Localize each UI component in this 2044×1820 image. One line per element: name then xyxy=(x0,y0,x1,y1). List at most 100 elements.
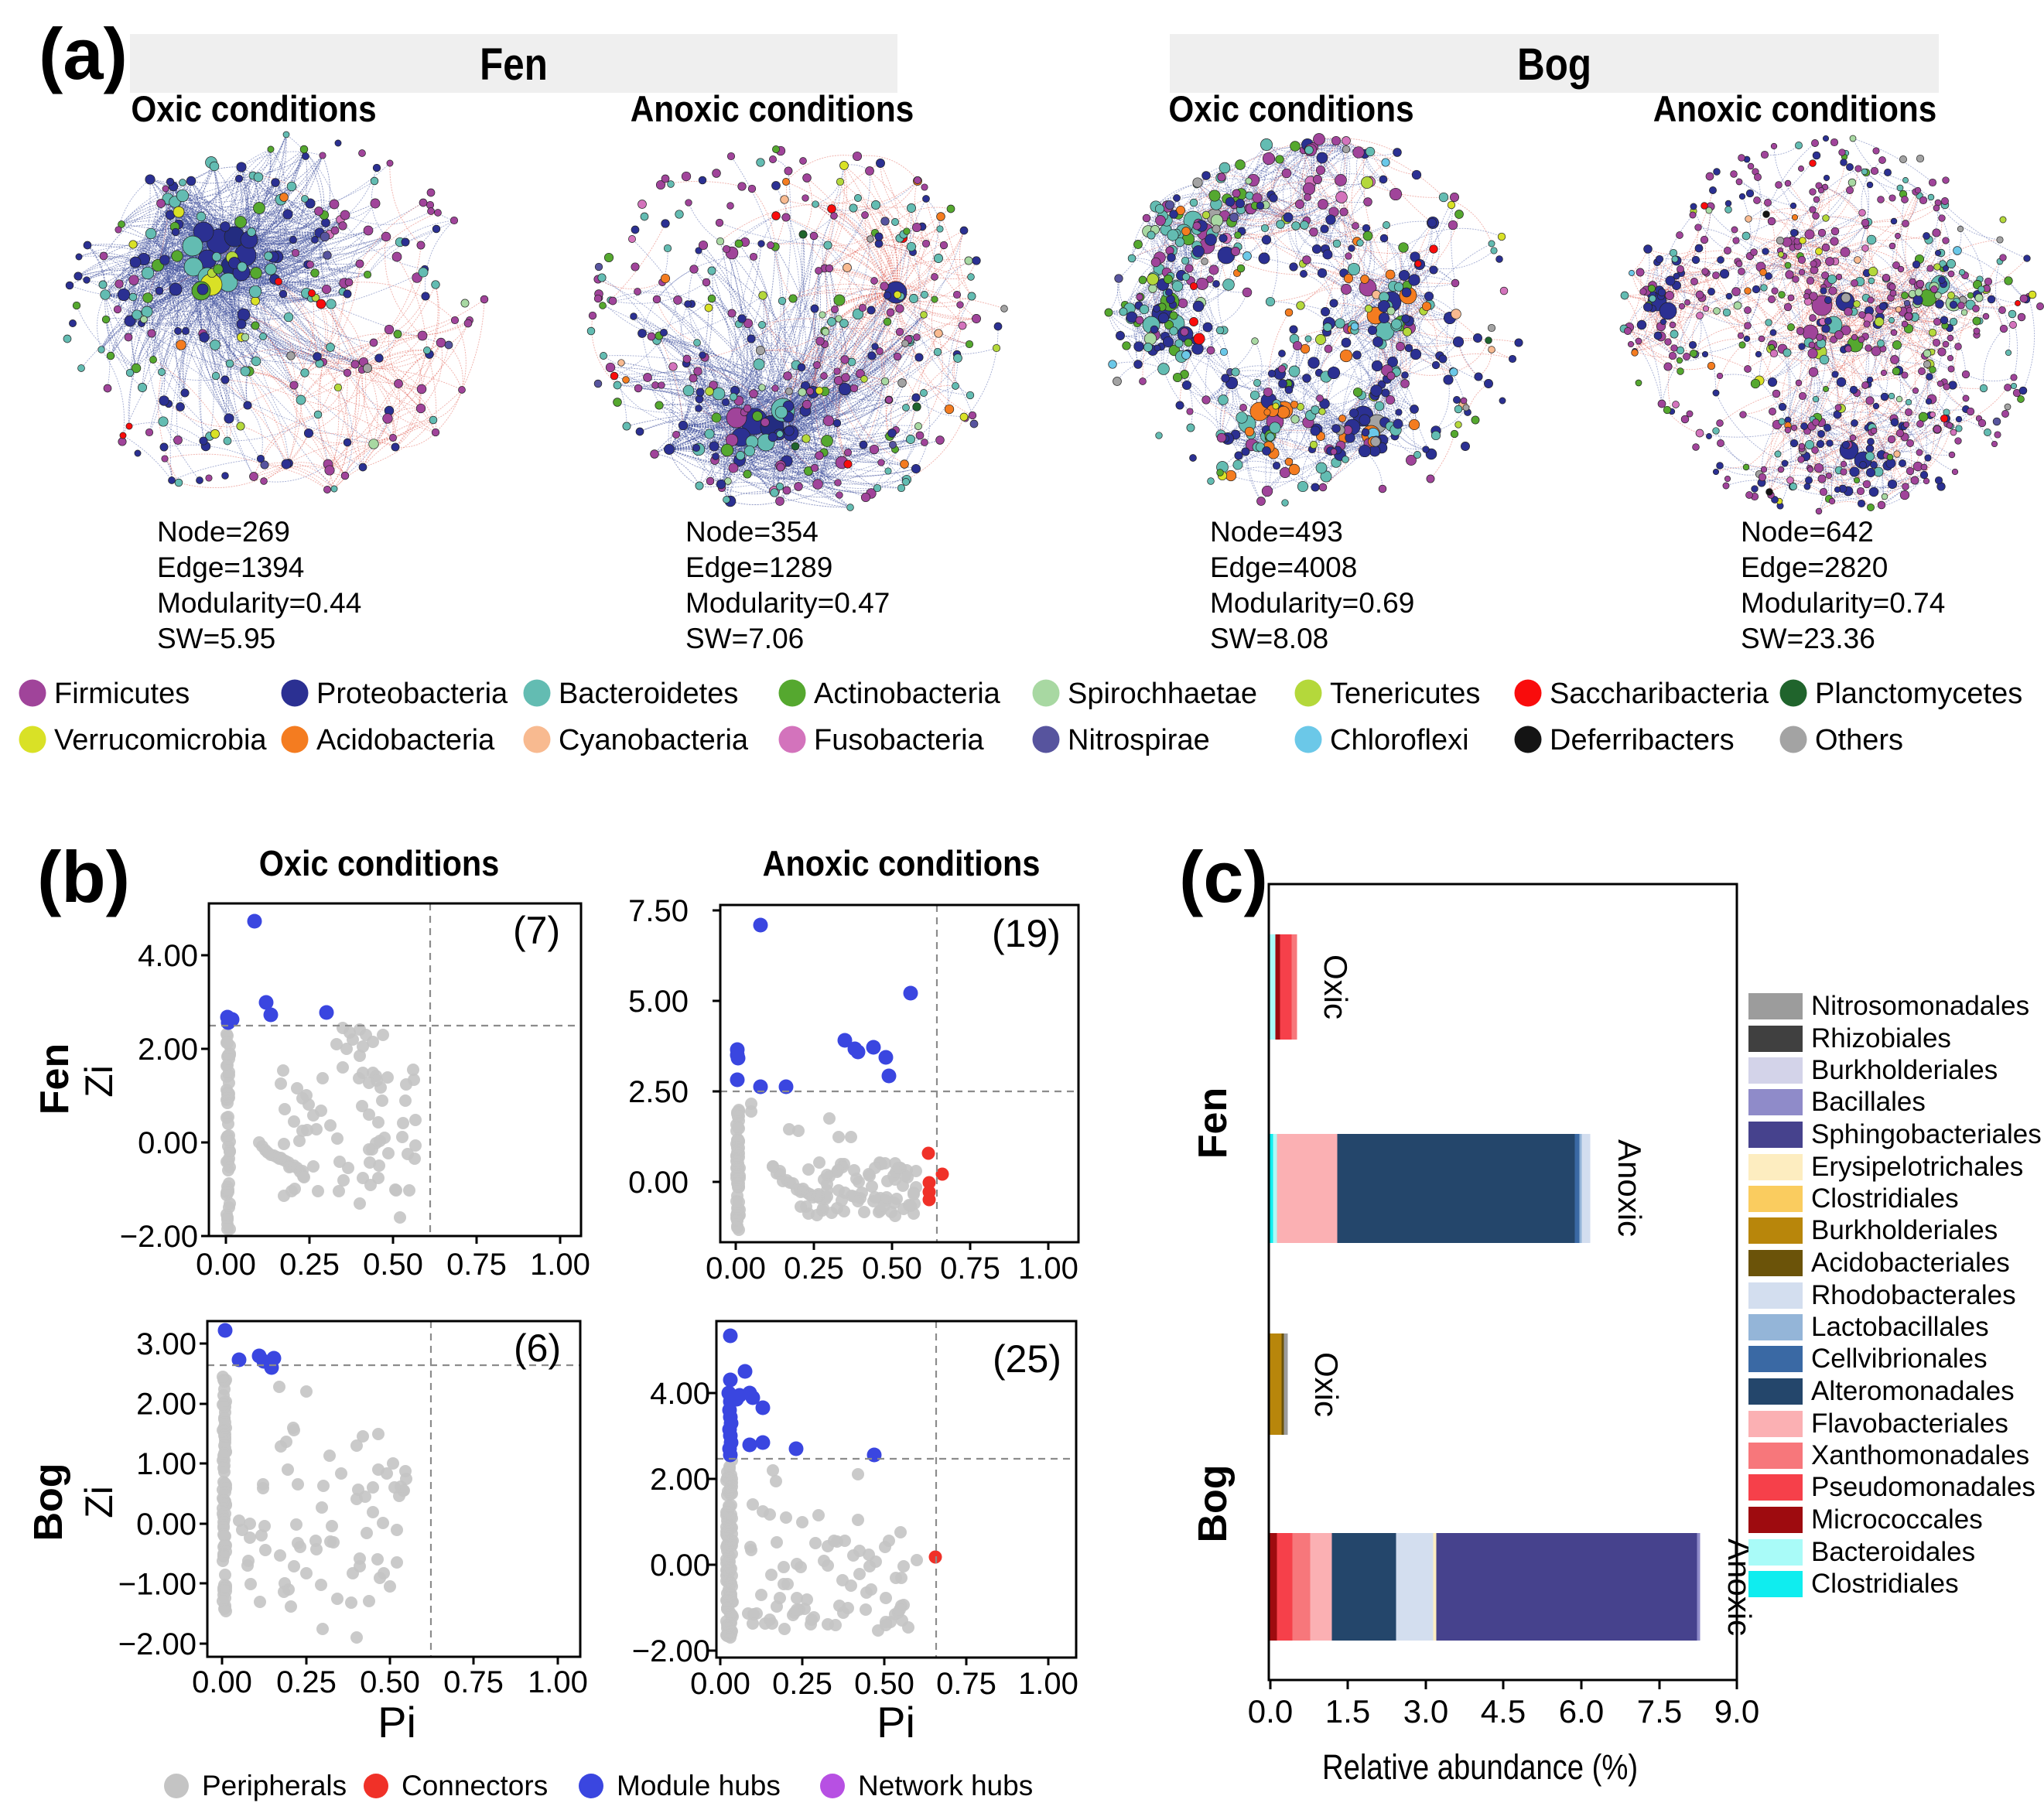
svg-text:0.75: 0.75 xyxy=(446,1248,507,1282)
svg-text:Edge=2820: Edge=2820 xyxy=(1741,551,1888,583)
svg-text:Rhodobacterales: Rhodobacterales xyxy=(1811,1280,2016,1310)
svg-text:(19): (19) xyxy=(992,912,1061,955)
svg-text:Fen: Fen xyxy=(1191,1088,1236,1159)
svg-text:Node=269: Node=269 xyxy=(157,516,290,548)
svg-text:Bacteroidales: Bacteroidales xyxy=(1811,1537,1975,1567)
svg-text:Deferribacters: Deferribacters xyxy=(1550,724,1735,756)
svg-text:Lactobacillales: Lactobacillales xyxy=(1811,1312,1989,1342)
svg-text:0.75: 0.75 xyxy=(940,1251,1000,1286)
svg-text:0.00: 0.00 xyxy=(136,1508,197,1542)
svg-text:Modularity=0.44: Modularity=0.44 xyxy=(157,587,361,619)
svg-text:Actinobacteria: Actinobacteria xyxy=(814,678,1001,710)
svg-text:(6): (6) xyxy=(514,1327,561,1370)
svg-text:Anoxic: Anoxic xyxy=(1612,1139,1648,1237)
svg-text:0.75: 0.75 xyxy=(936,1667,996,1701)
svg-text:4.00: 4.00 xyxy=(650,1377,710,1411)
svg-text:Cyanobacteria: Cyanobacteria xyxy=(559,724,749,756)
svg-text:1.00: 1.00 xyxy=(1018,1251,1078,1286)
svg-text:Edge=1394: Edge=1394 xyxy=(157,551,304,583)
svg-text:Oxic: Oxic xyxy=(1308,1352,1345,1417)
svg-text:2.50: 2.50 xyxy=(628,1075,689,1109)
svg-text:0.75: 0.75 xyxy=(443,1665,504,1699)
svg-text:Micrococcales: Micrococcales xyxy=(1811,1504,1983,1535)
svg-text:Cellvibrionales: Cellvibrionales xyxy=(1811,1344,1988,1374)
svg-text:Anoxic conditions: Anoxic conditions xyxy=(763,844,1041,884)
svg-text:0.00: 0.00 xyxy=(192,1665,252,1699)
svg-text:Planctomycetes: Planctomycetes xyxy=(1815,678,2022,710)
svg-text:−2.00: −2.00 xyxy=(120,1220,198,1254)
svg-text:SW=7.06: SW=7.06 xyxy=(685,623,804,654)
svg-text:Pseudomonadales: Pseudomonadales xyxy=(1811,1472,2035,1502)
svg-text:Others: Others xyxy=(1815,724,1903,756)
svg-text:0.50: 0.50 xyxy=(854,1667,914,1701)
svg-text:Firmicutes: Firmicutes xyxy=(54,678,190,710)
svg-text:Rhizobiales: Rhizobiales xyxy=(1811,1023,1951,1053)
svg-text:0.25: 0.25 xyxy=(279,1248,340,1282)
svg-text:0.00: 0.00 xyxy=(196,1248,256,1282)
svg-text:Verrucomicrobia: Verrucomicrobia xyxy=(54,724,267,756)
svg-text:0.00: 0.00 xyxy=(138,1126,198,1160)
svg-text:(c): (c) xyxy=(1179,836,1268,917)
svg-text:Modularity=0.69: Modularity=0.69 xyxy=(1210,587,1414,619)
svg-text:Edge=1289: Edge=1289 xyxy=(685,551,832,583)
svg-text:Node=493: Node=493 xyxy=(1210,516,1343,548)
svg-text:Anoxic conditions: Anoxic conditions xyxy=(1653,90,1937,130)
svg-text:Modularity=0.47: Modularity=0.47 xyxy=(685,587,890,619)
svg-text:Clostridiales: Clostridiales xyxy=(1811,1569,1959,1599)
svg-text:Oxic conditions: Oxic conditions xyxy=(1168,90,1413,130)
svg-text:0.25: 0.25 xyxy=(276,1665,337,1699)
svg-text:Proteobacteria: Proteobacteria xyxy=(316,678,508,710)
svg-text:−2.00: −2.00 xyxy=(632,1634,710,1668)
svg-text:Zi: Zi xyxy=(77,1486,121,1518)
svg-text:Sphingobacteriales: Sphingobacteriales xyxy=(1811,1119,2042,1149)
svg-text:Burkholderiales: Burkholderiales xyxy=(1811,1215,1998,1245)
svg-text:Bog: Bog xyxy=(26,1463,71,1541)
svg-text:Relative abundance (%): Relative abundance (%) xyxy=(1322,1747,1638,1787)
svg-text:Bacteroidetes: Bacteroidetes xyxy=(559,678,738,710)
svg-text:(25): (25) xyxy=(993,1337,1061,1381)
svg-text:Edge=4008: Edge=4008 xyxy=(1210,551,1357,583)
svg-text:0.50: 0.50 xyxy=(363,1248,423,1282)
svg-text:1.00: 1.00 xyxy=(136,1447,197,1481)
svg-text:SW=8.08: SW=8.08 xyxy=(1210,623,1328,654)
svg-text:3.0: 3.0 xyxy=(1403,1693,1448,1730)
svg-text:Fen: Fen xyxy=(32,1043,77,1115)
svg-text:Node=642: Node=642 xyxy=(1741,516,1874,548)
svg-text:Bacillales: Bacillales xyxy=(1811,1087,1926,1117)
svg-text:6.0: 6.0 xyxy=(1559,1693,1604,1730)
svg-text:4.5: 4.5 xyxy=(1481,1693,1526,1730)
svg-text:Acidobacteriales: Acidobacteriales xyxy=(1811,1248,2010,1278)
svg-text:0.50: 0.50 xyxy=(862,1251,922,1286)
svg-text:Clostridiales: Clostridiales xyxy=(1811,1183,1959,1214)
svg-text:Alteromonadales: Alteromonadales xyxy=(1811,1376,2015,1406)
svg-text:1.00: 1.00 xyxy=(528,1665,588,1699)
svg-text:2.00: 2.00 xyxy=(650,1463,710,1497)
svg-text:1.5: 1.5 xyxy=(1325,1693,1370,1730)
svg-text:Spirochhaetae: Spirochhaetae xyxy=(1068,678,1257,710)
svg-text:1.00: 1.00 xyxy=(1018,1667,1078,1701)
svg-text:Fen: Fen xyxy=(480,39,548,90)
svg-text:2.00: 2.00 xyxy=(138,1033,198,1067)
svg-text:Bog: Bog xyxy=(1191,1464,1236,1542)
svg-text:0.00: 0.00 xyxy=(650,1549,710,1583)
svg-text:Node=354: Node=354 xyxy=(685,516,819,548)
svg-text:Network hubs: Network hubs xyxy=(858,1770,1033,1801)
svg-text:Erysipelotrichales: Erysipelotrichales xyxy=(1811,1152,2023,1182)
svg-text:SW=5.95: SW=5.95 xyxy=(157,623,275,654)
svg-text:5.00: 5.00 xyxy=(628,985,689,1019)
svg-text:9.0: 9.0 xyxy=(1714,1693,1759,1730)
svg-text:0.0: 0.0 xyxy=(1248,1693,1293,1730)
svg-text:0.25: 0.25 xyxy=(772,1667,832,1701)
svg-text:0.50: 0.50 xyxy=(360,1665,420,1699)
svg-text:Nitrosomonadales: Nitrosomonadales xyxy=(1811,991,2029,1021)
svg-text:7.5: 7.5 xyxy=(1637,1693,1682,1730)
svg-text:0.00: 0.00 xyxy=(706,1251,766,1286)
svg-text:3.00: 3.00 xyxy=(136,1327,197,1361)
svg-text:Nitrospirae: Nitrospirae xyxy=(1068,724,1210,756)
svg-text:Pi: Pi xyxy=(877,1698,915,1747)
svg-text:Module hubs: Module hubs xyxy=(617,1770,781,1801)
svg-text:4.00: 4.00 xyxy=(138,939,198,973)
svg-text:Zi: Zi xyxy=(77,1065,121,1098)
svg-text:2.00: 2.00 xyxy=(136,1388,197,1422)
svg-text:Anoxic conditions: Anoxic conditions xyxy=(631,90,914,130)
